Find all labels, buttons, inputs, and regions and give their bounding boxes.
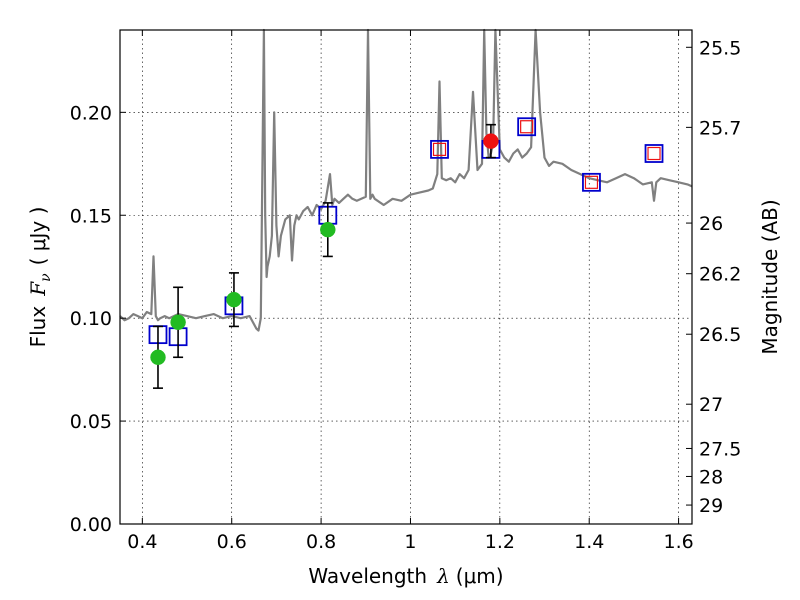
detection-point bbox=[226, 291, 242, 308]
x-tick-label: 0.8 bbox=[306, 531, 336, 553]
y2-tick-label: 26.5 bbox=[699, 324, 741, 346]
x-tick-label: 1 bbox=[404, 531, 416, 553]
y2-tick-label: 28 bbox=[699, 466, 723, 488]
y2-tick-label: 26.2 bbox=[699, 264, 741, 286]
detection-point bbox=[320, 221, 336, 238]
x-tick-label: 0.6 bbox=[217, 531, 247, 553]
x-tick-label: 1.4 bbox=[574, 531, 604, 553]
y-tick-label: 0.00 bbox=[70, 514, 112, 536]
y2-tick-label: 26 bbox=[699, 213, 723, 235]
y-tick-label: 0.05 bbox=[70, 411, 112, 433]
grid-layer bbox=[120, 30, 692, 525]
x-tick-label: 1.6 bbox=[663, 531, 693, 553]
model-photometry-square bbox=[430, 139, 449, 159]
x-axis-title: Wavelength λ (μm) bbox=[308, 564, 503, 588]
model-photometry-square bbox=[644, 144, 664, 163]
y-tick-label: 0.15 bbox=[70, 205, 112, 227]
x-tick-label: 0.4 bbox=[127, 531, 157, 553]
plot-frame bbox=[119, 29, 693, 525]
x-tick-label: 1.2 bbox=[485, 531, 515, 553]
detection-point bbox=[170, 314, 186, 331]
upper-limit-square bbox=[584, 175, 599, 189]
y2-axis-title: Magnitude (AB) bbox=[758, 199, 782, 354]
model-photometry-square bbox=[582, 172, 601, 192]
y2-tick-label: 25.7 bbox=[699, 117, 741, 139]
upper-limit-square bbox=[647, 146, 661, 161]
y2-tick-label: 29 bbox=[699, 495, 723, 517]
upper-limit-square bbox=[432, 142, 447, 156]
y-tick-label: 0.20 bbox=[70, 102, 112, 124]
upper-limit-square bbox=[520, 120, 534, 134]
spectrum-line bbox=[119, 28, 693, 332]
tick-layer: 0.4 0.6 0.8 1 1.2 1.4 1.6 0.00 0.05 0.10 0.15 0.20 2… bbox=[70, 30, 741, 553]
y2-tick-label: 25.5 bbox=[699, 37, 741, 59]
detection-point bbox=[150, 349, 166, 366]
y2-tick-label: 27.5 bbox=[699, 438, 741, 460]
y-axis-title: FluxFν( μJy ) bbox=[26, 207, 54, 348]
marker-layer bbox=[148, 117, 664, 389]
y2-tick-label: 27 bbox=[699, 394, 723, 416]
model-photometry-square bbox=[517, 117, 537, 137]
j-band-point bbox=[483, 133, 499, 149]
spectrum-layer bbox=[119, 28, 693, 332]
y-tick-label: 0.10 bbox=[70, 308, 112, 330]
